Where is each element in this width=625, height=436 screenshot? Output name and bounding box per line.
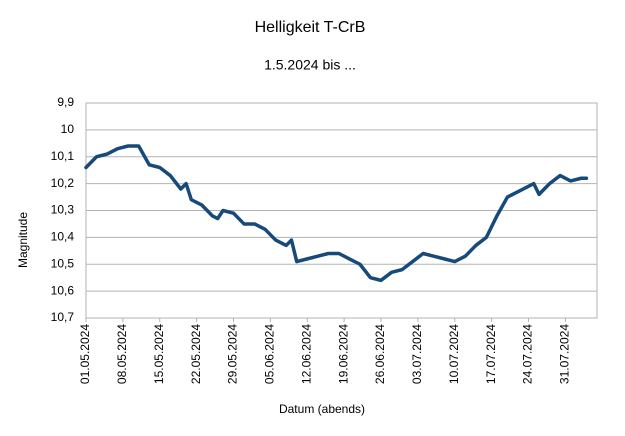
y-tick-label: 10,1 — [51, 149, 75, 163]
y-tick-label: 10,2 — [51, 176, 75, 190]
chart-title: Helligkeit T-CrB — [255, 19, 366, 36]
y-axis-label: Magnitude — [16, 212, 30, 268]
x-tick-label: 29.05.2024 — [226, 324, 240, 384]
x-tick-label: 31.07.2024 — [558, 324, 572, 384]
y-tick-label: 10,3 — [51, 203, 75, 217]
y-tick-label: 10,5 — [51, 256, 75, 270]
x-tick-label: 22.05.2024 — [189, 324, 203, 384]
x-tick-label: 05.06.2024 — [263, 324, 277, 384]
y-tick-label: 10,6 — [51, 283, 75, 297]
x-tick-label: 10.07.2024 — [447, 324, 461, 384]
x-tick-label: 01.05.2024 — [78, 324, 92, 384]
x-tick-label: 03.07.2024 — [410, 324, 424, 384]
y-tick-label: 9,9 — [57, 95, 74, 109]
x-tick-label: 08.05.2024 — [115, 324, 129, 384]
data-line — [84, 144, 589, 283]
x-tick-label: 12.06.2024 — [299, 324, 313, 384]
x-tick-label: 24.07.2024 — [521, 324, 535, 384]
y-tick-label: 10,4 — [51, 230, 75, 244]
x-tick-label: 15.05.2024 — [152, 324, 166, 384]
x-tick-label: 26.06.2024 — [373, 324, 387, 384]
y-tick-label: 10,7 — [51, 310, 75, 324]
plot-border — [85, 102, 598, 319]
chart-subtitle: 1.5.2024 bis ... — [264, 57, 356, 73]
y-tick-label: 10 — [61, 122, 75, 136]
x-tick-label: 19.06.2024 — [336, 324, 350, 384]
x-axis-label: Datum (abends) — [279, 402, 365, 416]
x-tick-label: 17.07.2024 — [484, 324, 498, 384]
